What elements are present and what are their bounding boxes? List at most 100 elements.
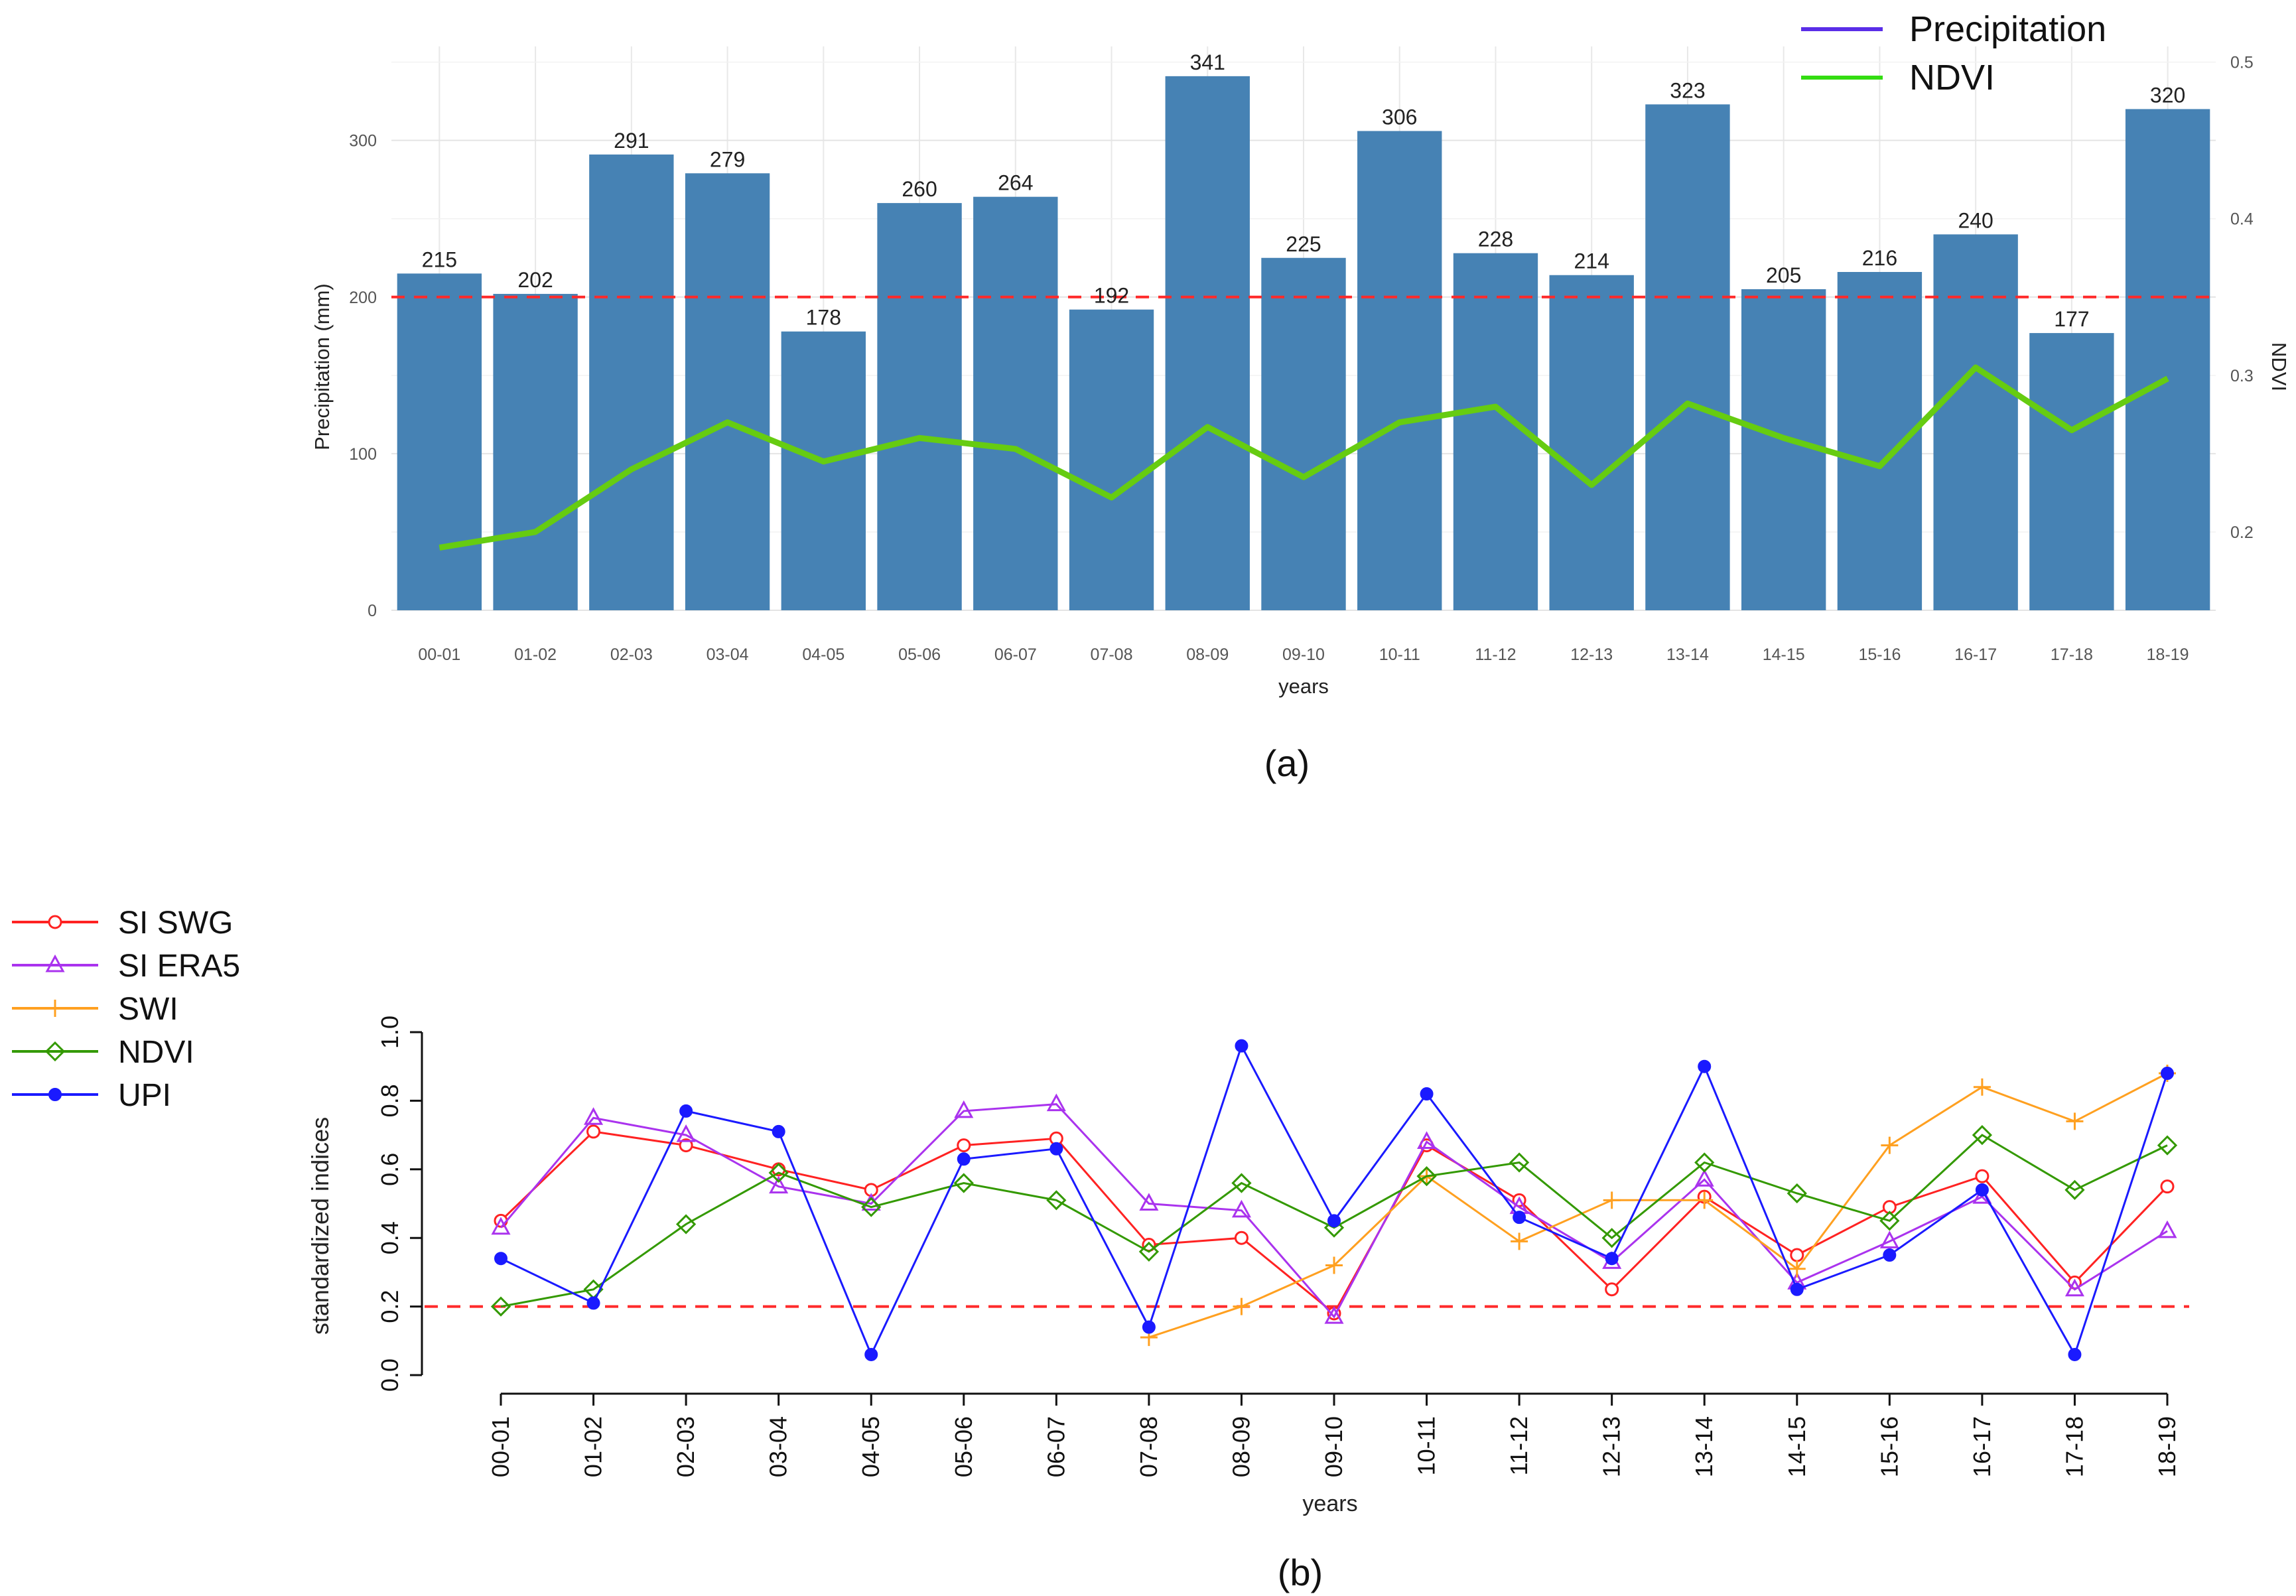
bar-value-label: 215 bbox=[422, 247, 457, 271]
point-ndvi bbox=[1138, 1241, 1160, 1262]
legend-b: SI SWG SI ERA5 SWI NDVI UPI bbox=[12, 905, 240, 1113]
point-si-swg bbox=[2160, 1179, 2175, 1194]
point-si-era5 bbox=[676, 1124, 696, 1142]
series-line-si-era5 bbox=[500, 1103, 2168, 1319]
bar-value-label: 228 bbox=[1478, 228, 1513, 251]
point-swi bbox=[2066, 1112, 2084, 1130]
point-swi bbox=[1325, 1256, 1343, 1274]
x-tick-label: 01-02 bbox=[514, 645, 557, 664]
series-swi bbox=[1140, 1065, 2176, 1347]
point-upi bbox=[2161, 1067, 2174, 1081]
legend-marker-upi bbox=[48, 1088, 62, 1101]
point-upi bbox=[1142, 1320, 1156, 1334]
point-ndvi bbox=[768, 1162, 789, 1183]
point-ndvi bbox=[1601, 1228, 1622, 1248]
bar-00-01 bbox=[397, 273, 482, 610]
panel-a: 215 202 291 279 178 260 264 192 341 225 306 228 214 3… bbox=[310, 9, 2291, 784]
point-ndvi bbox=[861, 1197, 882, 1217]
point-ndvi bbox=[1416, 1166, 1437, 1187]
series-si-swg bbox=[494, 1124, 2175, 1321]
x-tick-label-b: 10-11 bbox=[1413, 1416, 1440, 1475]
point-upi bbox=[1327, 1214, 1341, 1228]
x-tick-label-b: 17-18 bbox=[2060, 1416, 2088, 1477]
x-tick-label-b: 02-03 bbox=[672, 1416, 699, 1477]
point-si-era5 bbox=[954, 1100, 974, 1118]
bar-value-label: 264 bbox=[998, 171, 1033, 195]
point-ndvi bbox=[1694, 1152, 1715, 1173]
x-tick-label: 09-10 bbox=[1282, 645, 1325, 664]
series-si-era5 bbox=[491, 1093, 2177, 1324]
bar-value-label: 323 bbox=[1670, 78, 1705, 102]
point-si-era5 bbox=[2157, 1220, 2177, 1238]
point-upi bbox=[1420, 1087, 1434, 1101]
x-tick-label-b: 03-04 bbox=[765, 1416, 792, 1477]
bar-value-label: 178 bbox=[806, 306, 841, 330]
legend-marker-si-era5 bbox=[45, 954, 65, 972]
bar-05-06 bbox=[877, 203, 962, 611]
point-swi bbox=[1881, 1136, 1899, 1154]
point-si-swg bbox=[957, 1138, 971, 1153]
x-tick-label: 11-12 bbox=[1475, 645, 1516, 664]
panel-label-a: (a) bbox=[1264, 742, 1310, 784]
legend-label-si-era5: SI ERA5 bbox=[118, 949, 240, 984]
x-tick-label: 05-06 bbox=[898, 645, 941, 664]
x-tick-label: 14-15 bbox=[1763, 645, 1805, 664]
series-ndvi bbox=[490, 1124, 2178, 1317]
y-tick-label-b: 0.6 bbox=[376, 1153, 403, 1186]
point-si-swg bbox=[1975, 1169, 1990, 1183]
bar-value-label: 291 bbox=[614, 129, 649, 153]
point-upi bbox=[1235, 1039, 1249, 1053]
x-tick-label-b: 12-13 bbox=[1598, 1416, 1625, 1477]
point-si-swg bbox=[679, 1138, 693, 1153]
point-swi bbox=[1973, 1078, 1991, 1096]
x-tick-label-b: 14-15 bbox=[1783, 1416, 1810, 1477]
x-tick-label: 17-18 bbox=[2051, 645, 2093, 664]
y-tick-label-b: 0.8 bbox=[376, 1084, 403, 1117]
bar-17-18 bbox=[2029, 333, 2114, 610]
point-si-swg bbox=[586, 1124, 601, 1139]
bar-value-label: 320 bbox=[2150, 83, 2185, 107]
point-upi bbox=[1605, 1252, 1619, 1266]
series-line-swi bbox=[1148, 1072, 2168, 1339]
bar-value-label: 205 bbox=[1766, 263, 1801, 287]
x-axis-label-b: years bbox=[1302, 1491, 1357, 1516]
panel-label-b: (b) bbox=[1278, 1552, 1323, 1593]
bar-value-label: 306 bbox=[1382, 105, 1417, 129]
point-ndvi bbox=[2064, 1179, 2085, 1200]
y-tick-label: 200 bbox=[349, 289, 377, 307]
point-upi bbox=[679, 1104, 693, 1118]
bar-value-label: 279 bbox=[710, 147, 745, 171]
y2-tick-label: 0.2 bbox=[2230, 523, 2254, 542]
x-tick-label: 16-17 bbox=[1954, 645, 1997, 664]
point-upi bbox=[1883, 1248, 1897, 1262]
x-tick-label-b: 07-08 bbox=[1135, 1416, 1162, 1477]
y-axis-label-b: standardized indices bbox=[306, 1117, 334, 1335]
bar-value-label: 341 bbox=[1190, 50, 1225, 74]
point-ndvi bbox=[1787, 1183, 1807, 1204]
point-si-swg bbox=[1605, 1282, 1619, 1297]
series-upi bbox=[494, 1039, 2174, 1361]
point-ndvi bbox=[1231, 1173, 1252, 1193]
bar-12-13 bbox=[1549, 275, 1634, 610]
x-tick-label-b: 01-02 bbox=[580, 1416, 607, 1477]
x-tick-label: 18-19 bbox=[2147, 645, 2189, 664]
y2-tick-label: 0.4 bbox=[2230, 210, 2254, 229]
bar-value-label: 240 bbox=[1958, 208, 1993, 232]
bar-08-09 bbox=[1165, 76, 1250, 611]
point-upi bbox=[1975, 1183, 1989, 1197]
bar-09-10 bbox=[1261, 257, 1346, 610]
x-tick-label: 02-03 bbox=[610, 645, 653, 664]
bar-15-16 bbox=[1837, 272, 1923, 610]
bar-value-label: 214 bbox=[1574, 249, 1609, 273]
point-swi bbox=[1603, 1191, 1621, 1209]
x-tick-label: 08-09 bbox=[1186, 645, 1229, 664]
point-ndvi bbox=[2157, 1135, 2178, 1156]
y-tick-label: 300 bbox=[349, 132, 377, 151]
x-tick-label-b: 09-10 bbox=[1320, 1416, 1347, 1477]
x-tick-label-b: 06-07 bbox=[1042, 1416, 1069, 1477]
y2-axis-label: NDVI bbox=[2267, 342, 2291, 391]
x-tick-label-b: 18-19 bbox=[2153, 1416, 2181, 1477]
point-si-swg bbox=[1790, 1248, 1804, 1262]
x-tick-label-b: 11-12 bbox=[1505, 1416, 1532, 1475]
point-si-era5 bbox=[1324, 1305, 1344, 1324]
